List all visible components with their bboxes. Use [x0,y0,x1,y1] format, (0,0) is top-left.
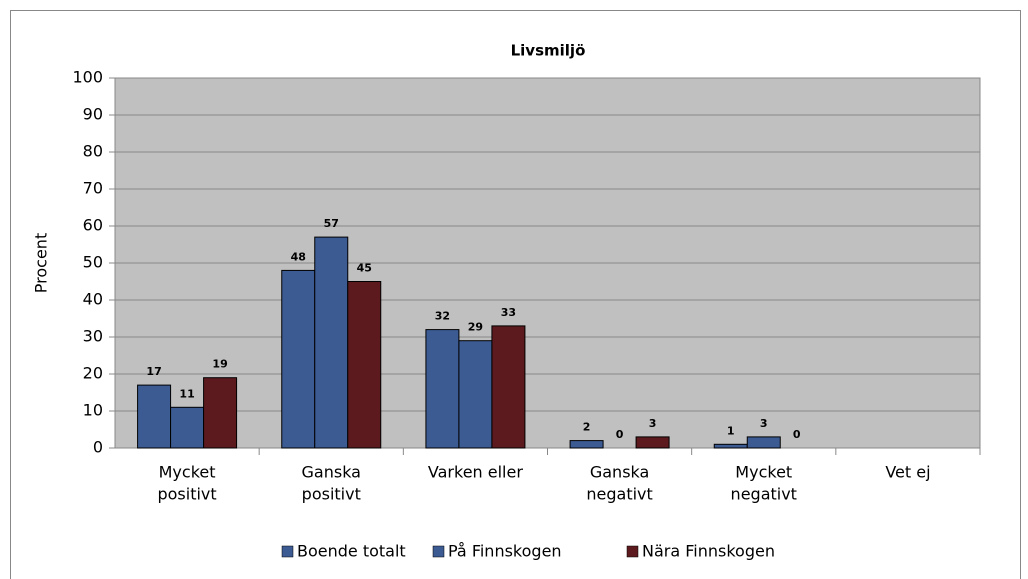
y-axis-label: Procent [32,233,51,293]
x-tick-label: Vet ej [885,463,930,482]
bar [491,325,526,449]
chart-title: Livsmiljö [511,42,586,60]
y-tick-label: 10 [83,401,103,420]
bar [458,340,493,449]
legend-swatch [626,545,639,558]
x-tick-label: positivt [157,485,216,504]
value-label: 48 [291,250,306,263]
value-label: 1 [727,424,735,437]
value-label: 29 [468,321,483,334]
bar [281,269,316,449]
value-label: 33 [501,306,516,319]
value-label: 3 [760,417,768,430]
value-label: 0 [793,428,801,441]
x-tick-label: Mycket [735,463,792,482]
value-label: 11 [179,387,194,400]
value-label: 17 [146,365,161,378]
value-label: 57 [324,217,339,230]
bar [137,384,172,449]
y-tick-label: 50 [83,253,103,272]
bar [713,443,748,449]
bar [170,406,205,449]
value-label: 3 [649,417,657,430]
x-tick-label: positivt [302,485,361,504]
bar [425,329,460,449]
y-tick-label: 70 [83,179,103,198]
x-tick-label: negativt [586,485,652,504]
bar [569,440,604,449]
y-tick-label: 40 [83,290,103,309]
value-label: 0 [616,428,624,441]
legend-swatch [281,545,294,558]
x-tick-label: Mycket [159,463,216,482]
bar [314,236,349,449]
x-tick-label: Ganska [302,463,361,482]
x-tick-label: Varken eller [428,463,523,482]
legend-label: På Finnskogen [448,542,562,561]
bar [746,436,781,449]
x-tick-label: negativt [731,485,797,504]
legend-label: Nära Finnskogen [642,542,775,561]
bar [635,436,670,449]
value-label: 45 [357,262,372,275]
bar [347,281,382,449]
y-tick-label: 90 [83,105,103,124]
y-tick-label: 100 [72,68,103,87]
legend-label: Boende totalt [297,542,406,561]
value-label: 19 [212,358,227,371]
y-tick-label: 0 [93,438,103,457]
y-tick-label: 20 [83,364,103,383]
y-tick-label: 80 [83,142,103,161]
value-label: 32 [435,310,450,323]
x-tick-label: Ganska [590,463,649,482]
bar [203,377,238,449]
y-tick-label: 60 [83,216,103,235]
value-label: 2 [583,421,591,434]
legend-swatch [432,545,445,558]
y-tick-label: 30 [83,327,103,346]
